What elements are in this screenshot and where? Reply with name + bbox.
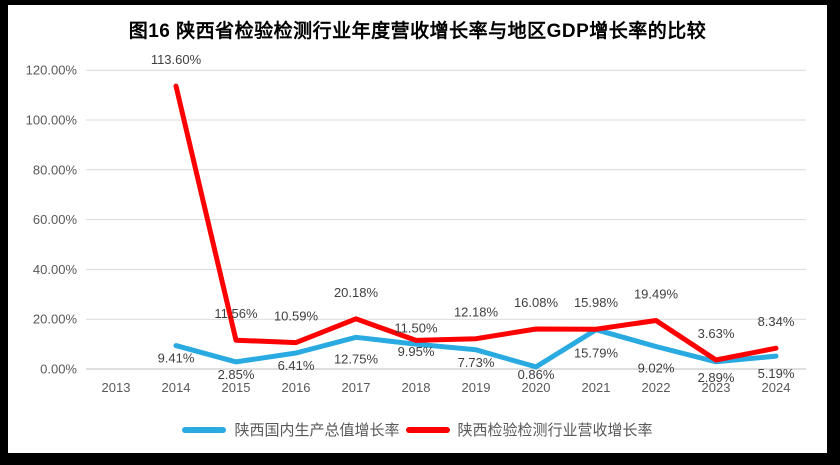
- y-axis-label: 40.00%: [33, 262, 78, 277]
- x-axis-label: 2024: [762, 380, 791, 395]
- y-axis-label: 20.00%: [33, 312, 78, 327]
- x-axis-label: 2015: [222, 380, 251, 395]
- y-axis-label: 100.00%: [26, 113, 78, 128]
- x-axis-label: 2016: [282, 380, 311, 395]
- data-label-gdp-2014: 9.41%: [158, 351, 195, 366]
- legend-label-testing: 陕西检验检测行业营收增长率: [457, 422, 653, 439]
- data-label-gdp-2017: 12.75%: [334, 351, 379, 366]
- series-line-gdp: [173, 327, 779, 370]
- data-label-gdp-2024: 5.19%: [758, 366, 795, 381]
- chart-page: 图16 陕西省检验检测行业年度营收增长率与地区GDP增长率的比较 0.00% 20…: [8, 5, 827, 453]
- x-axis-label: 2013: [102, 380, 131, 395]
- x-axis-label: 2021: [582, 380, 611, 395]
- y-axis-label: 60.00%: [33, 212, 78, 227]
- data-label-testing-2014: 113.60%: [151, 52, 202, 67]
- data-label-testing-2018: 11.50%: [394, 320, 438, 335]
- data-label-testing-2015: 11.56%: [214, 306, 258, 321]
- data-label-testing-2022: 19.49%: [634, 286, 679, 301]
- x-axis-label: 2022: [642, 380, 671, 395]
- x-axis-label: 2017: [342, 380, 371, 395]
- data-label-testing-2021: 15.98%: [574, 295, 619, 310]
- data-label-gdp-2023: 2.89%: [698, 370, 735, 385]
- data-label-gdp-2018: 9.95%: [398, 344, 435, 359]
- y-axis-label: 80.00%: [33, 162, 78, 177]
- x-axis-label: 2018: [402, 380, 431, 395]
- data-label-gdp-2019: 7.73%: [458, 355, 495, 370]
- data-label-testing-2020: 16.08%: [514, 295, 559, 310]
- y-axis-label: 120.00%: [26, 63, 78, 78]
- x-axis-label: 2023: [702, 380, 731, 395]
- legend-item-testing: 陕西检验检测行业营收增长率: [405, 419, 653, 440]
- x-axis-label: 2014: [162, 380, 191, 395]
- x-axis-label: 2020: [522, 380, 551, 395]
- y-axis-label: 0.00%: [40, 362, 77, 377]
- data-label-testing-2024: 8.34%: [758, 314, 795, 329]
- data-label-gdp-2022: 9.02%: [638, 361, 675, 376]
- chart-title: 图16 陕西省检验检测行业年度营收增长率与地区GDP增长率的比较: [128, 21, 707, 42]
- data-label-gdp-2016: 6.41%: [278, 358, 315, 373]
- data-label-testing-2019: 12.18%: [454, 305, 499, 320]
- chart-legend: 陕西国内生产总值增长率 陕西检验检测行业营收增长率: [8, 419, 827, 440]
- data-label-gdp-2020: 0.86%: [518, 367, 555, 382]
- legend-item-gdp: 陕西国内生产总值增长率: [182, 419, 400, 440]
- legend-label-gdp: 陕西国内生产总值增长率: [234, 422, 400, 439]
- line-chart-plot-area: 0.00% 20.00% 40.00% 60.00% 80.00% 100.00% 120.…: [26, 52, 806, 395]
- data-label-gdp-2021: 15.79%: [574, 346, 619, 361]
- data-label-gdp-2015: 2.85%: [218, 367, 255, 382]
- data-label-testing-2017: 20.18%: [334, 285, 379, 300]
- series-line-testing: [173, 83, 779, 363]
- data-label-testing-2016: 10.59%: [274, 309, 319, 324]
- x-axis-label: 2019: [462, 380, 491, 395]
- data-label-testing-2023: 3.63%: [698, 326, 735, 341]
- legend-swatch-testing: [405, 426, 450, 433]
- legend-swatch-gdp: [182, 426, 227, 433]
